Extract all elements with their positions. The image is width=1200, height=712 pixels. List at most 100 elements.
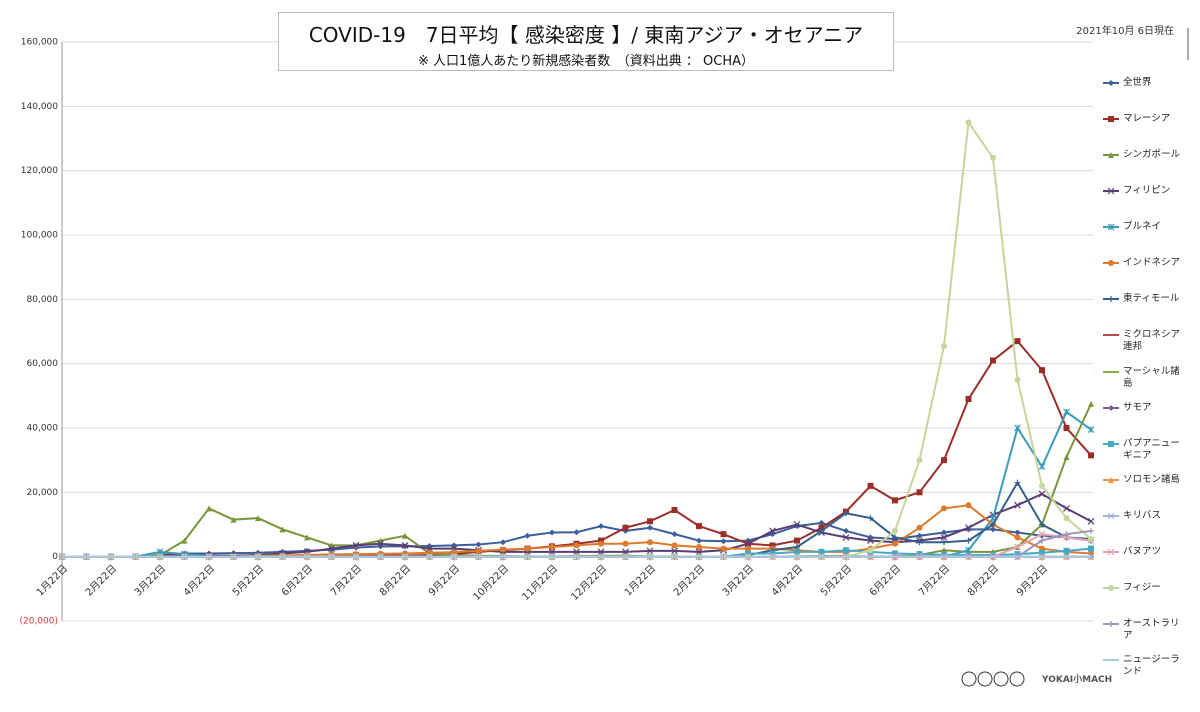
- marker: [769, 542, 776, 549]
- marker: [598, 523, 604, 530]
- cc-icons: [961, 671, 1025, 687]
- x-tick-label: 3月22日: [720, 562, 756, 598]
- x-tick-label: 2月22日: [671, 562, 707, 598]
- marker: [916, 489, 923, 496]
- marker: [941, 539, 947, 546]
- marker: [500, 539, 506, 546]
- marker: [940, 533, 948, 541]
- legend-label: ブルネイ: [1123, 221, 1162, 233]
- marker: [965, 502, 972, 509]
- marker: [622, 540, 629, 547]
- marker: [1063, 408, 1070, 416]
- marker: [230, 516, 237, 523]
- marker: [1088, 535, 1094, 542]
- marker: [916, 457, 923, 464]
- marker: [1039, 549, 1045, 556]
- marker: [794, 537, 800, 544]
- marker: [1063, 453, 1070, 460]
- legend-label: インドネシア: [1123, 257, 1181, 269]
- marker: [793, 521, 801, 528]
- marker: [279, 526, 286, 533]
- legend-swatch: [1103, 152, 1119, 159]
- credit: YOKAI小MACH: [1042, 675, 1113, 685]
- marker: [1108, 80, 1114, 86]
- legend-swatch: [1103, 260, 1119, 267]
- marker: [941, 505, 947, 512]
- legend-item: マーシャル諸島: [1103, 366, 1195, 390]
- legend-label: サモア: [1123, 401, 1152, 413]
- legend-swatch: [1103, 116, 1119, 123]
- marker: [990, 526, 996, 533]
- legend-item: フィリピン: [1103, 185, 1195, 197]
- marker: [818, 548, 825, 555]
- marker: [1108, 620, 1114, 627]
- legend-label: バヌアツ: [1123, 545, 1162, 557]
- marker: [1063, 425, 1070, 431]
- marker: [1108, 476, 1114, 483]
- marker: [671, 547, 678, 555]
- legend-item: 全世界: [1103, 77, 1195, 89]
- legend-item: シンガポール: [1103, 149, 1195, 161]
- marker: [1014, 479, 1021, 486]
- marker: [328, 545, 335, 553]
- marker: [1087, 426, 1095, 434]
- marker: [1063, 504, 1070, 512]
- marker: [1108, 440, 1114, 447]
- legend-swatch: [1103, 659, 1119, 661]
- x-tick-label: 9月22日: [1014, 562, 1050, 598]
- marker: [671, 507, 678, 514]
- marker: [475, 541, 482, 548]
- legend-label: フィリピン: [1123, 185, 1171, 197]
- marker: [475, 547, 482, 554]
- marker: [1038, 530, 1046, 538]
- marker: [1039, 537, 1045, 544]
- marker: [1063, 547, 1070, 554]
- marker: [818, 527, 825, 534]
- x-tick-label: 1月22日: [622, 562, 658, 598]
- legend-item: ソロモン諸島: [1103, 474, 1195, 486]
- x-tick-label: 1月22日: [34, 562, 70, 598]
- marker: [1039, 367, 1045, 374]
- marker: [696, 544, 702, 551]
- legend-item: ブルネイ: [1103, 221, 1195, 233]
- marker: [1088, 545, 1094, 552]
- legend-swatch: [1103, 512, 1119, 520]
- marker: [1107, 187, 1115, 195]
- marker: [1014, 501, 1021, 509]
- marker: [647, 524, 653, 531]
- marker: [769, 527, 776, 535]
- x-tick-label: 3月22日: [132, 562, 168, 598]
- marker: [401, 541, 409, 549]
- marker: [524, 532, 531, 539]
- marker: [867, 515, 874, 522]
- y-tick-label: 140,000: [21, 102, 58, 112]
- marker: [990, 154, 996, 161]
- x-tick-label: 2月22日: [83, 562, 119, 598]
- series: [59, 400, 1094, 560]
- x-tick-label: 4月22日: [769, 562, 805, 598]
- marker: [965, 396, 972, 403]
- marker: [867, 482, 874, 489]
- y-tick-label: (20,000): [19, 617, 58, 627]
- marker: [671, 542, 678, 549]
- marker: [941, 457, 947, 464]
- marker: [304, 534, 310, 541]
- legend-swatch: [1103, 296, 1119, 303]
- marker: [181, 537, 188, 544]
- marker: [892, 550, 898, 557]
- legend-item: ミクロネシア連邦: [1103, 329, 1195, 353]
- legend-label: ミクロネシア連邦: [1123, 329, 1181, 353]
- y-tick-label: 0: [52, 552, 58, 562]
- chart-title: COVID-19 7日平均【 感染密度 】/ 東南アジア・オセアニア: [308, 23, 864, 47]
- y-tick-label: 100,000: [21, 231, 58, 241]
- x-tick-label: 5月22日: [230, 562, 266, 598]
- x-tick-label: 11月22日: [520, 562, 561, 603]
- legend-item: マレーシア: [1103, 113, 1195, 125]
- x-tick-label: 12月22日: [569, 562, 610, 603]
- y-tick-label: 40,000: [27, 424, 59, 434]
- y-tick-label: 60,000: [27, 359, 59, 369]
- y-tick-label: 80,000: [27, 295, 59, 305]
- y-tick-label: 20,000: [27, 488, 59, 498]
- marker: [794, 548, 800, 555]
- x-tick-label: 8月22日: [377, 562, 413, 598]
